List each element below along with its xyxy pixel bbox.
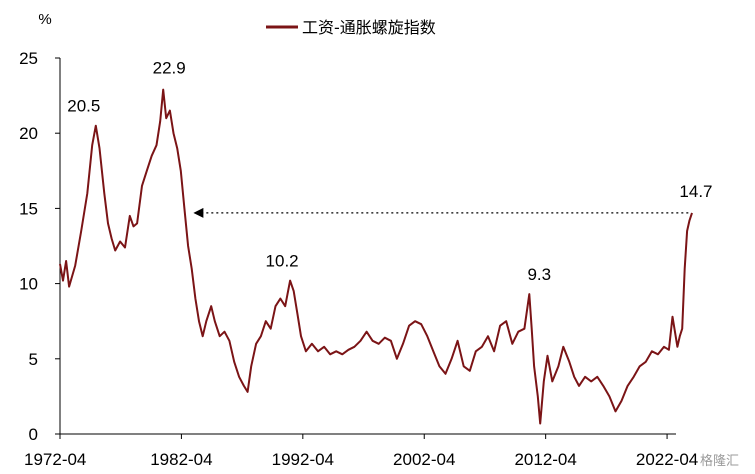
- y-tick-label: 20: [19, 124, 38, 143]
- y-tick-label: 5: [29, 350, 38, 369]
- legend-label: 工资-通胀螺旋指数: [302, 18, 436, 37]
- axes: [59, 58, 676, 435]
- x-tick-label: 2022-04: [636, 450, 698, 469]
- y-tick-label: 15: [19, 199, 38, 218]
- y-ticks: 0 5 10 15 20 25: [19, 49, 60, 444]
- series-line-wage-inflation-spiral: [59, 88, 693, 425]
- y-tick-label: 10: [19, 275, 38, 294]
- y-tick-label: 0: [29, 425, 38, 444]
- data-label: 20.5: [67, 97, 100, 116]
- x-tick-label: 2012-04: [514, 450, 576, 469]
- x-ticks: 1972-04 1982-04 1992-04 2002-04 2012-04 2022-…: [24, 434, 698, 469]
- data-label: 9.3: [527, 265, 551, 284]
- watermark: 格隆汇: [700, 453, 739, 469]
- y-tick-label: 25: [19, 49, 38, 68]
- x-tick-label: 1982-04: [150, 450, 212, 469]
- x-tick-label: 2002-04: [393, 450, 455, 469]
- data-label: 14.7: [679, 182, 712, 201]
- x-tick-label: 1992-04: [272, 450, 334, 469]
- data-label: 22.9: [153, 59, 186, 78]
- data-labels: 20.5 22.9 10.2 9.3 14.7: [67, 59, 712, 285]
- y-unit-label: %: [38, 11, 51, 28]
- legend: 工资-通胀螺旋指数: [266, 18, 436, 37]
- x-tick-label: 1972-04: [24, 450, 86, 469]
- data-label: 10.2: [266, 252, 299, 271]
